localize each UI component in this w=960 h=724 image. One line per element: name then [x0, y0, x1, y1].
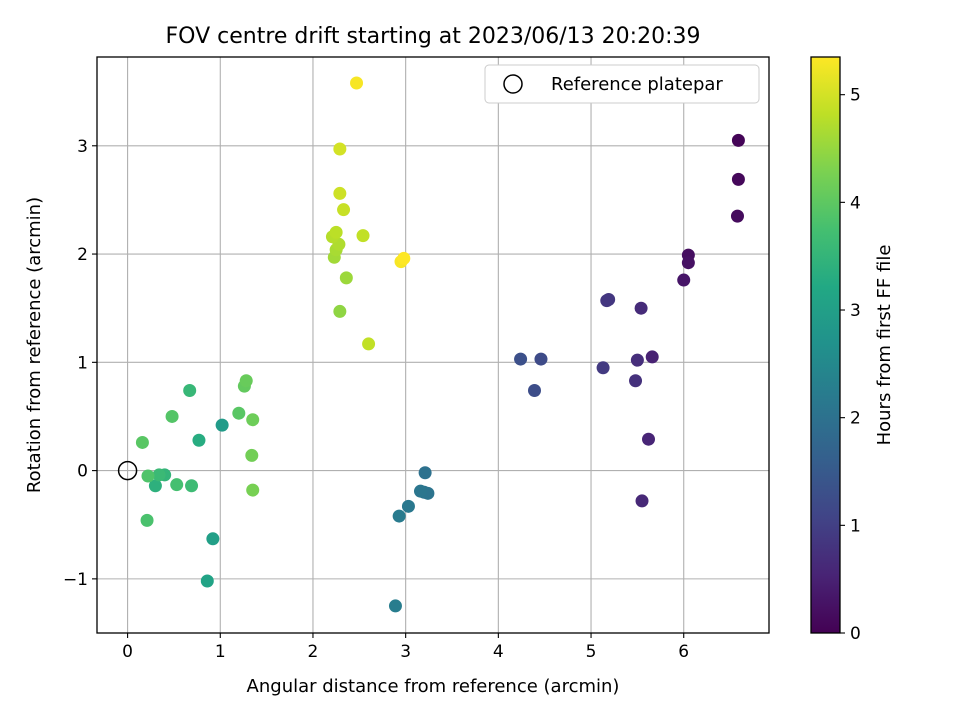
- x-axis-ticks: 0 1 2 3 4 5 6: [122, 633, 689, 662]
- data-point: [350, 76, 364, 90]
- chart-title: FOV centre drift starting at 2023/06/13 …: [166, 24, 701, 49]
- y-tick-label: 1: [77, 353, 88, 373]
- colorbar-tick-label: 2: [850, 409, 861, 429]
- data-point: [232, 406, 246, 420]
- data-point: [356, 229, 370, 243]
- data-point: [329, 225, 343, 239]
- data-point: [388, 599, 402, 613]
- x-tick-label: 1: [215, 642, 226, 662]
- data-point: [642, 432, 656, 446]
- y-gridlines: [97, 145, 769, 580]
- legend-box: [484, 64, 760, 104]
- data-point: [183, 383, 197, 397]
- reference-marker: [117, 460, 138, 481]
- x-tick-label: 0: [122, 642, 133, 662]
- data-point: [635, 494, 649, 508]
- data-point: [215, 418, 229, 432]
- legend-label: Reference platepar: [551, 74, 723, 95]
- data-point: [148, 479, 162, 493]
- colorbar-tick-label: 0: [850, 624, 861, 644]
- data-point: [514, 352, 528, 366]
- colorbar-tick-label: 4: [850, 193, 861, 213]
- data-point: [152, 468, 166, 482]
- data-point: [418, 466, 432, 480]
- y-tick-label: 3: [77, 137, 88, 157]
- data-point: [630, 353, 644, 367]
- data-point: [731, 133, 745, 147]
- data-point: [339, 271, 353, 285]
- data-point: [246, 483, 260, 497]
- data-point: [600, 294, 614, 308]
- x-axis-label: Angular distance from reference (arcmin): [247, 676, 620, 697]
- data-point: [362, 337, 376, 351]
- colorbar-tick-label: 5: [850, 86, 861, 106]
- data-point: [596, 361, 610, 375]
- data-point: [392, 509, 406, 523]
- x-tick-label: 4: [493, 642, 504, 662]
- data-point: [397, 251, 411, 265]
- colorbar: 0 1 2 3 4 5 Hours from first FF file: [810, 56, 895, 644]
- data-point: [629, 374, 643, 388]
- data-point: [245, 448, 259, 462]
- data-point: [141, 469, 155, 483]
- data-point: [185, 479, 199, 493]
- data-point: [165, 409, 179, 423]
- colorbar-gradient: [810, 56, 841, 634]
- data-point: [170, 478, 184, 492]
- y-axis-label: Rotation from reference (arcmin): [24, 197, 45, 493]
- data-point: [333, 142, 347, 156]
- data-point: [140, 513, 154, 527]
- data-point: [333, 186, 347, 200]
- y-axis-ticks: −1 0 1 2 3: [63, 137, 97, 590]
- y-tick-label: 2: [77, 245, 88, 265]
- data-point: [413, 484, 427, 498]
- data-points: [135, 76, 745, 613]
- legend-marker: [503, 74, 523, 94]
- plot-frame: [96, 56, 770, 634]
- data-point: [239, 374, 253, 388]
- data-point: [634, 301, 648, 315]
- data-point: [681, 256, 695, 270]
- data-point: [333, 304, 347, 318]
- data-point: [135, 435, 149, 449]
- x-gridlines: [127, 57, 685, 633]
- plot-area: 0 1 2 3 4 5 6 −1 0 1 2 3: [63, 56, 770, 662]
- colorbar-ticks: 0 1 2 3 4 5: [840, 86, 861, 644]
- colorbar-label: Hours from first FF file: [874, 245, 895, 446]
- data-point: [200, 574, 214, 588]
- data-point: [206, 532, 220, 546]
- data-point: [246, 413, 260, 427]
- data-point: [192, 433, 206, 447]
- data-point: [527, 383, 541, 397]
- data-point: [534, 352, 548, 366]
- x-tick-label: 5: [586, 642, 597, 662]
- x-tick-label: 2: [308, 642, 319, 662]
- data-point: [730, 209, 744, 223]
- data-point: [645, 350, 659, 364]
- colorbar-tick-label: 3: [850, 301, 861, 321]
- y-tick-label: 0: [77, 462, 88, 482]
- data-point: [401, 499, 415, 513]
- data-point: [337, 203, 351, 217]
- data-point: [731, 172, 745, 186]
- colorbar-tick-label: 1: [850, 516, 861, 536]
- data-point: [677, 273, 691, 287]
- legend: Reference platepar: [484, 64, 760, 104]
- plot-background: [97, 57, 769, 633]
- x-tick-label: 3: [400, 642, 411, 662]
- x-tick-label: 6: [678, 642, 689, 662]
- y-tick-label: −1: [63, 570, 88, 590]
